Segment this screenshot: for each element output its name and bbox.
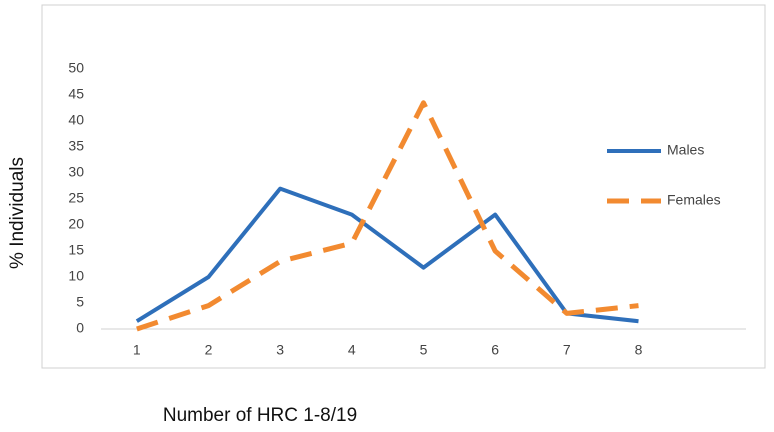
y-axis-title: % Individuals [7, 157, 28, 269]
series-line [135, 186, 639, 324]
y-tick-label: 35 [68, 138, 84, 154]
x-tick-label: 2 [205, 342, 213, 358]
x-tick-label: 8 [635, 342, 643, 358]
x-tick-label: 6 [491, 342, 499, 358]
y-tick-label: 10 [68, 268, 84, 284]
y-tick-label: 5 [76, 294, 84, 310]
y-tick-label: 40 [68, 112, 84, 128]
x-tick-label: 7 [563, 342, 571, 358]
x-tick-label: 4 [348, 342, 356, 358]
y-tick-label: 0 [76, 320, 84, 336]
series-line [136, 100, 639, 332]
legend-label: Females [667, 192, 721, 208]
x-tick-label: 3 [276, 342, 284, 358]
y-tick-label: 15 [68, 242, 84, 258]
y-tick-label: 20 [68, 216, 84, 232]
x-tick-label: 1 [133, 342, 141, 358]
x-tick-label: 5 [420, 342, 428, 358]
legend-label: Males [667, 142, 704, 158]
y-tick-label: 25 [68, 190, 84, 206]
x-axis-title: Number of HRC 1-8/19 [163, 405, 357, 426]
y-tick-label: 50 [68, 60, 84, 76]
y-tick-label: 45 [68, 86, 84, 102]
y-tick-label: 30 [68, 164, 84, 180]
